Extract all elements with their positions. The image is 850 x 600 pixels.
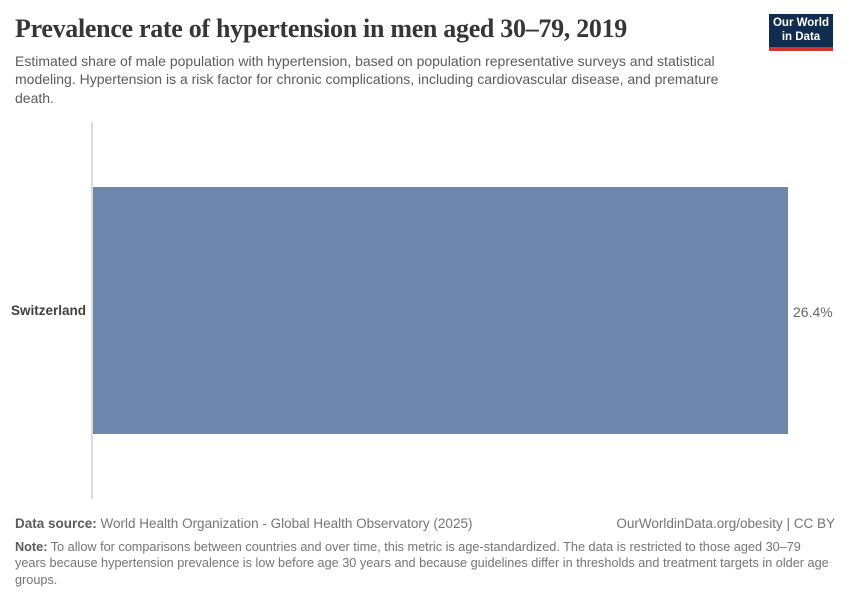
chart-note: Note: To allow for comparisons between c… (15, 539, 835, 588)
chart-footer: Data source: World Health Organization -… (15, 516, 835, 588)
data-source-line: Data source: World Health Organization -… (15, 516, 472, 531)
attribution-link[interactable]: OurWorldinData.org/obesity | CC BY (616, 516, 835, 531)
owid-logo-line2: in Data (781, 30, 821, 43)
owid-logo-line1: Our World (772, 17, 829, 29)
bar-switzerland[interactable] (93, 187, 788, 434)
note-text: To allow for comparisons between countri… (15, 540, 829, 587)
data-source-value: World Health Organization - Global Healt… (96, 516, 473, 531)
bar-value-label: 26.4% (793, 304, 833, 320)
owid-logo[interactable]: Our World in Data (769, 14, 833, 51)
y-axis-line (91, 122, 93, 499)
note-label: Note: (15, 540, 48, 554)
chart-subtitle: Estimated share of male population with … (15, 53, 719, 106)
entity-label-switzerland[interactable]: Switzerland (10, 303, 86, 318)
data-source-label: Data source: (15, 516, 97, 531)
page-title: Prevalence rate of hypertension in men a… (15, 14, 627, 43)
